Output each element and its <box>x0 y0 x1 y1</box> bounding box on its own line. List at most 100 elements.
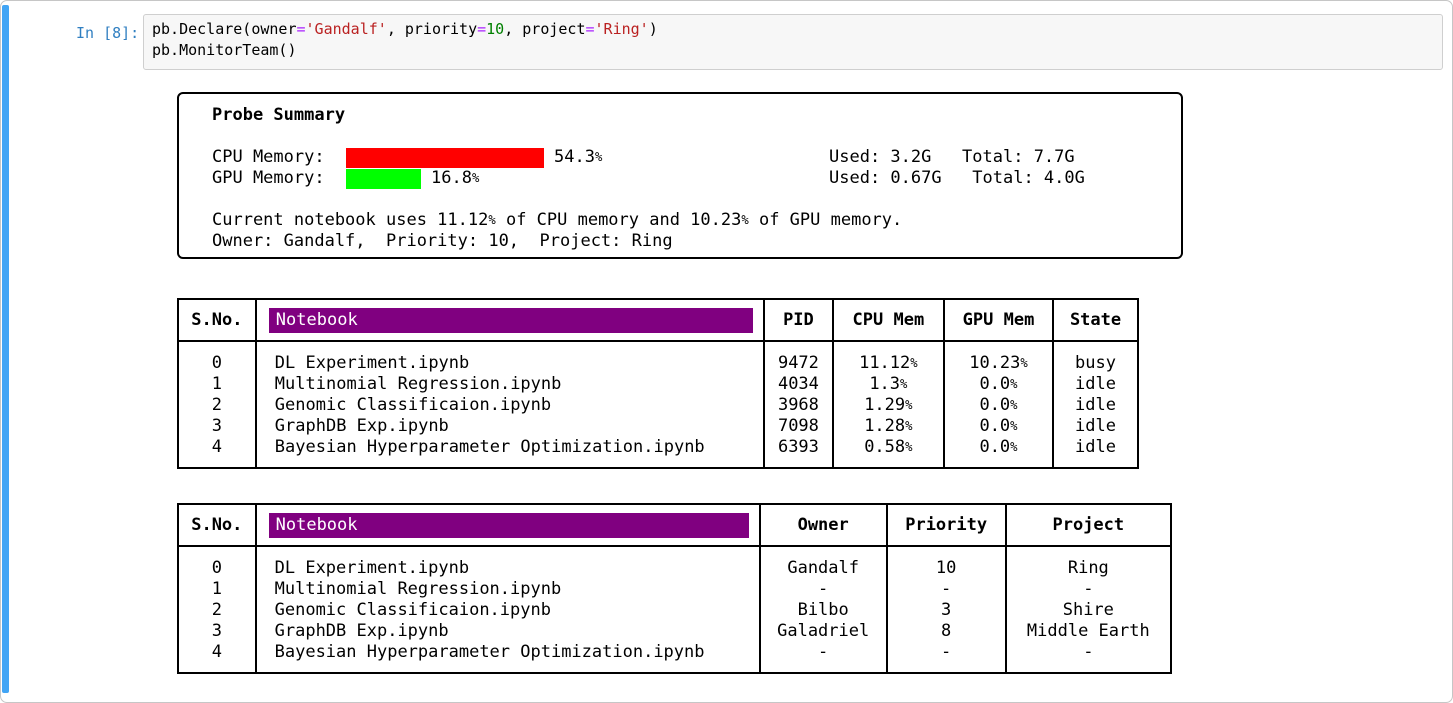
code-token: = <box>585 20 595 38</box>
table-cell: 0.0% <box>942 395 1055 416</box>
memory-label: GPU Memory: <box>212 168 325 188</box>
table-cell: 3968 <box>763 395 834 416</box>
table-cell: 4 <box>177 437 257 469</box>
memory-row: GPU Memory: 16.8% Used: 0.67G Total: 4.0G <box>212 168 1181 189</box>
table-cell: 1.29% <box>831 395 945 416</box>
spacer <box>212 126 1181 147</box>
column-header: Owner <box>758 503 888 547</box>
table-row: 1 Multinomial Regression.ipynb 4034 1.3% 0.0… <box>177 374 1139 395</box>
notebook-column-header: Notebook <box>268 307 754 333</box>
code-editor[interactable]: pb.Declare(owner='Gandalf', priority=10,… <box>143 14 1443 70</box>
code-token: pb.MonitorTeam() <box>152 41 297 59</box>
memory-label: CPU Memory: <box>212 147 325 167</box>
table-cell: 3 <box>177 416 257 437</box>
table-cell: Bilbo <box>758 600 888 621</box>
table-cell: 4034 <box>763 374 834 395</box>
input-prompt: In [8]: <box>76 24 140 42</box>
code-token: pb.Declare(owner <box>152 20 297 38</box>
table-row: 0 DL Experiment.ipynb Gandalf 10 Ring <box>177 546 1173 579</box>
table-cell: 0.0% <box>942 437 1055 469</box>
table-cell: 11.12% <box>831 341 945 374</box>
table-cell: 2 <box>177 600 257 621</box>
column-header: PID <box>763 298 834 342</box>
table-cell: 6393 <box>763 437 834 469</box>
notebook-column-header: Notebook <box>268 512 749 538</box>
table-cell: - <box>885 579 1007 600</box>
table-cell: Multinomial Regression.ipynb <box>254 579 761 600</box>
table-cell: 7098 <box>763 416 834 437</box>
code-token: ) <box>648 20 658 38</box>
table-cell: 0.0% <box>942 374 1055 395</box>
table-cell: idle <box>1052 437 1139 469</box>
header-row: S.No. Notebook Owner Priority Project <box>177 503 1173 547</box>
table-cell: 0.58% <box>831 437 945 469</box>
code-token: 'Ring' <box>594 20 649 38</box>
table-cell: 2 <box>177 395 257 416</box>
code-token: 'Gandalf' <box>305 20 387 38</box>
table-row: 2 Genomic Classificaion.ipynb Bilbo 3 Shire <box>177 600 1173 621</box>
memory-usage-rows: CPU Memory: 54.3% Used: 3.2G Total: 7.7G GP… <box>212 147 1181 189</box>
memory-percent: 16.8% <box>431 168 480 188</box>
table-cell: 1 <box>177 579 257 600</box>
code-lines: pb.Declare(owner='Gandalf', priority=10,… <box>152 19 1434 61</box>
table-cell: Multinomial Regression.ipynb <box>254 374 766 395</box>
code-line: pb.MonitorTeam() <box>152 40 1434 61</box>
table-cell: Gandalf <box>758 546 888 579</box>
code-line: pb.Declare(owner='Gandalf', priority=10,… <box>152 19 1434 40</box>
table-cell: 9472 <box>763 341 834 374</box>
code-token: = <box>477 20 487 38</box>
process-monitor-table: S.No. Notebook PID CPU Mem GPU Mem State 0 DL E… <box>177 298 1139 469</box>
table-cell: Shire <box>1004 600 1173 621</box>
memory-bar <box>346 147 544 168</box>
probe-summary-title: Probe Summary <box>212 105 346 125</box>
table-cell: idle <box>1052 374 1139 395</box>
table-cell: 3 <box>885 600 1007 621</box>
memory-row: CPU Memory: 54.3% Used: 3.2G Total: 7.7G <box>212 147 1181 168</box>
memory-bar <box>346 168 421 189</box>
table-cell: Bayesian Hyperparameter Optimization.ipy… <box>254 437 766 469</box>
column-header: CPU Mem <box>831 298 945 342</box>
active-cell-indicator[interactable] <box>2 5 9 693</box>
usage-summary-line: Current notebook uses 11.12% of CPU memo… <box>212 210 903 230</box>
table-cell: 0.0% <box>942 416 1055 437</box>
table-row: 3 GraphDB Exp.ipynb 7098 1.28% 0.0% idle <box>177 416 1139 437</box>
declare-info-line: Owner: Gandalf, Priority: 10, Project: R… <box>212 231 673 251</box>
table-cell: 4 <box>177 642 257 674</box>
column-header: Priority <box>885 503 1007 547</box>
table-cell: - <box>1004 579 1173 600</box>
table-cell: - <box>1004 642 1173 674</box>
team-monitor-table: S.No. Notebook Owner Priority Project 0 DL Exp… <box>177 503 1173 674</box>
table-row: 2 Genomic Classificaion.ipynb 3968 1.29% 0.0… <box>177 395 1139 416</box>
header-row: S.No. Notebook PID CPU Mem GPU Mem State <box>177 298 1139 342</box>
table-cell: idle <box>1052 395 1139 416</box>
table-cell: 8 <box>885 621 1007 642</box>
table-row: 4 Bayesian Hyperparameter Optimization.ip… <box>177 642 1173 674</box>
table-cell: DL Experiment.ipynb <box>254 341 766 374</box>
column-header: Project <box>1004 503 1173 547</box>
column-header: State <box>1052 298 1139 342</box>
column-header: S.No. <box>177 503 257 547</box>
code-token: , project <box>504 20 586 38</box>
table-cell: 10.23% <box>942 341 1055 374</box>
memory-used-total: Used: 3.2G Total: 7.7G <box>829 147 1075 167</box>
table-cell: 0 <box>177 546 257 579</box>
probe-summary-panel: Probe Summary CPU Memory: 54.3% Used: 3.2G… <box>177 92 1183 259</box>
table-row: 0 DL Experiment.ipynb 9472 11.12% 10.23% busy <box>177 341 1139 374</box>
table-cell: DL Experiment.ipynb <box>254 546 761 579</box>
memory-percent: 54.3% <box>554 147 603 167</box>
table-cell: 1.28% <box>831 416 945 437</box>
table-cell: Genomic Classificaion.ipynb <box>254 395 766 416</box>
table-cell: 10 <box>885 546 1007 579</box>
table-cell: Middle Earth <box>1004 621 1173 642</box>
table-cell: Ring <box>1004 546 1173 579</box>
table-cell: - <box>758 579 888 600</box>
column-header: Notebook <box>254 298 766 342</box>
table-cell: GraphDB Exp.ipynb <box>254 621 761 642</box>
table-cell: Galadriel <box>758 621 888 642</box>
code-token: , priority <box>386 20 478 38</box>
table-cell: 0 <box>177 341 257 374</box>
table-cell: 1.3% <box>831 374 945 395</box>
memory-used-total: Used: 0.67G Total: 4.0G <box>829 168 1085 188</box>
table-cell: 3 <box>177 621 257 642</box>
